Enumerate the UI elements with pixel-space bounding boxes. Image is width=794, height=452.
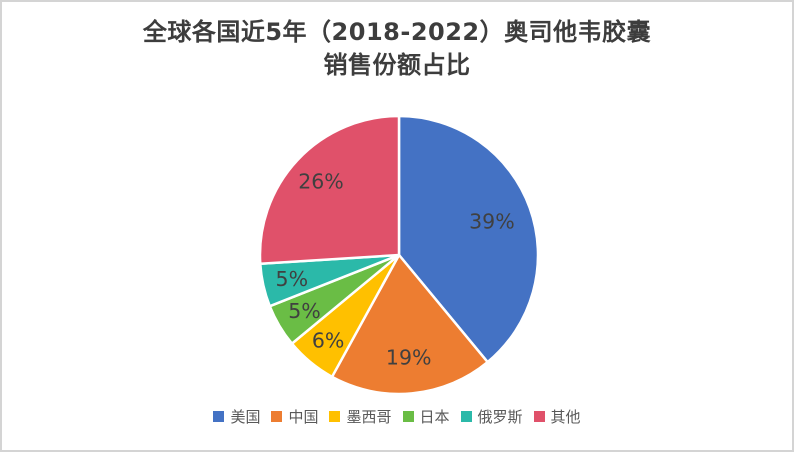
legend-label: 俄罗斯 xyxy=(477,408,523,426)
legend-item-5: 俄罗斯 xyxy=(460,406,523,427)
pie-slice-label-5: 5% xyxy=(276,267,309,291)
legend-item-1: 美国 xyxy=(213,406,260,427)
legend-label: 美国 xyxy=(230,408,261,426)
legend-swatch-icon xyxy=(271,411,283,422)
pie-slice-label-1: 39% xyxy=(469,210,515,234)
legend-swatch-icon xyxy=(533,411,545,422)
legend-label: 其他 xyxy=(550,408,581,426)
pie-slice-2 xyxy=(330,253,489,396)
legend-label: 墨西哥 xyxy=(346,408,392,426)
legend-swatch-icon xyxy=(460,411,472,422)
legend: 美国 中国 墨西哥 日本 俄罗斯 其他 xyxy=(2,406,792,427)
legend-item-3: 墨西哥 xyxy=(329,406,392,427)
chart-title-line-1: 全球各国近5年（2018-2022）奥司他韦胶囊 xyxy=(142,18,652,46)
pie-slice-1 xyxy=(397,114,540,364)
pie-slice-6 xyxy=(258,114,401,265)
legend-item-2: 中国 xyxy=(271,406,318,427)
pie-slice-label-3: 6% xyxy=(312,329,345,353)
legend-item-6: 其他 xyxy=(533,406,581,427)
legend-swatch-icon xyxy=(402,411,414,422)
legend-label: 日本 xyxy=(419,408,450,426)
chart-title-line-2: 销售份额占比 xyxy=(323,51,471,79)
legend-swatch-icon xyxy=(213,411,225,422)
legend-item-4: 日本 xyxy=(402,406,450,427)
pie-slice-label-2: 19% xyxy=(386,345,432,369)
chart-title: 全球各国近5年（2018-2022）奥司他韦胶囊 销售份额占比 xyxy=(2,16,792,82)
pie-slice-label-6: 26% xyxy=(298,170,344,194)
legend-swatch-icon xyxy=(329,411,341,422)
legend-label: 中国 xyxy=(288,408,319,426)
pie-slice-label-4: 5% xyxy=(288,299,321,323)
